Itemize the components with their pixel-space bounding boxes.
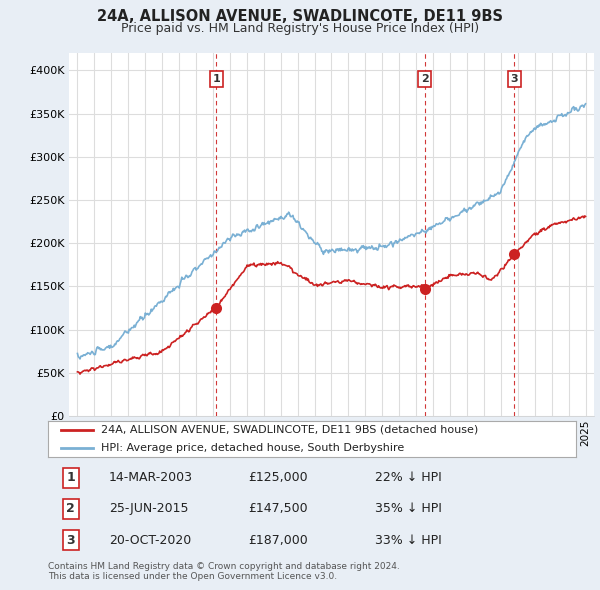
Text: 24A, ALLISON AVENUE, SWADLINCOTE, DE11 9BS (detached house): 24A, ALLISON AVENUE, SWADLINCOTE, DE11 9… (101, 425, 478, 435)
Text: £147,500: £147,500 (248, 502, 308, 516)
Text: 25-JUN-2015: 25-JUN-2015 (109, 502, 188, 516)
Text: 20-OCT-2020: 20-OCT-2020 (109, 533, 191, 546)
Text: 14-MAR-2003: 14-MAR-2003 (109, 471, 193, 484)
Text: 2: 2 (421, 74, 428, 84)
Text: 33% ↓ HPI: 33% ↓ HPI (376, 533, 442, 546)
Text: Price paid vs. HM Land Registry's House Price Index (HPI): Price paid vs. HM Land Registry's House … (121, 22, 479, 35)
Text: £187,000: £187,000 (248, 533, 308, 546)
Text: 3: 3 (67, 533, 75, 546)
Text: 1: 1 (212, 74, 220, 84)
Text: HPI: Average price, detached house, South Derbyshire: HPI: Average price, detached house, Sout… (101, 443, 404, 453)
Text: 35% ↓ HPI: 35% ↓ HPI (376, 502, 442, 516)
Text: Contains HM Land Registry data © Crown copyright and database right 2024.
This d: Contains HM Land Registry data © Crown c… (48, 562, 400, 581)
Text: 1: 1 (67, 471, 75, 484)
Text: £125,000: £125,000 (248, 471, 308, 484)
Text: 2: 2 (67, 502, 75, 516)
Text: 22% ↓ HPI: 22% ↓ HPI (376, 471, 442, 484)
Text: 3: 3 (511, 74, 518, 84)
Text: 24A, ALLISON AVENUE, SWADLINCOTE, DE11 9BS: 24A, ALLISON AVENUE, SWADLINCOTE, DE11 9… (97, 9, 503, 24)
